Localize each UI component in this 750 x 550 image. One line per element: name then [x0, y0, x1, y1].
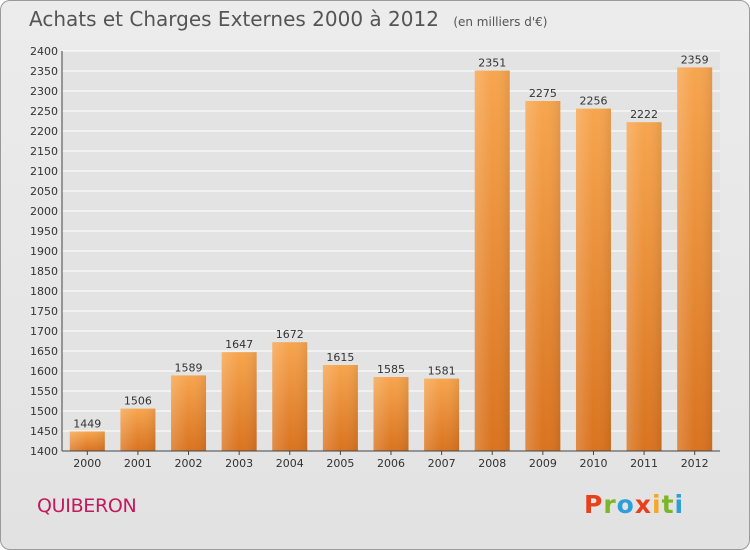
bar-shade-2012: [677, 67, 713, 452]
y-tick-label: 2350: [30, 65, 58, 78]
brand-letter: r: [603, 490, 617, 519]
value-label-2008: 2351: [478, 57, 506, 70]
bar-shade-2004: [272, 342, 308, 451]
y-tick-label: 1900: [30, 245, 58, 258]
x-tick-label-2009: 2009: [529, 457, 557, 470]
value-label-2007: 1581: [428, 365, 456, 378]
value-label-2010: 2256: [579, 95, 607, 108]
brand-letter: P: [584, 490, 604, 519]
x-tick-label-2012: 2012: [681, 457, 709, 470]
value-label-2000: 1449: [73, 417, 101, 430]
value-label-2003: 1647: [225, 338, 253, 351]
y-tick-label: 1400: [30, 445, 58, 458]
x-tick-label-2000: 2000: [73, 457, 101, 470]
y-tick-label: 2100: [30, 165, 58, 178]
chart-subtitle: (en milliers d'€): [453, 15, 548, 29]
y-tick-label: 2300: [30, 85, 58, 98]
y-tick-label: 2400: [30, 45, 58, 58]
y-tick-label: 2000: [30, 205, 58, 218]
value-label-2011: 2222: [630, 108, 658, 121]
value-label-2012: 2359: [681, 53, 709, 66]
x-tick-label-2001: 2001: [124, 457, 152, 470]
chart-title-text: Achats et Charges Externes 2000 à 2012: [29, 7, 439, 31]
bar-shade-2009: [525, 101, 561, 451]
city-name: QUIBERON: [37, 495, 137, 517]
brand-letter: i: [674, 490, 685, 519]
brand-logo: Proxiti: [584, 490, 684, 519]
bar-shade-2002: [171, 375, 207, 451]
bar-shade-2001: [120, 408, 156, 451]
y-tick-label: 1550: [30, 385, 58, 398]
y-tick-label: 2150: [30, 145, 58, 158]
bar-shade-2000: [69, 431, 105, 451]
x-tick-label-2002: 2002: [175, 457, 203, 470]
value-label-2009: 2275: [529, 87, 557, 100]
y-tick-label: 1950: [30, 225, 58, 238]
brand-letter: x: [634, 490, 652, 519]
y-tick-label: 1750: [30, 305, 58, 318]
x-tick-label-2006: 2006: [377, 457, 405, 470]
brand-letter: i: [652, 490, 662, 519]
x-tick-label-2010: 2010: [579, 457, 607, 470]
x-tick-label-2003: 2003: [225, 457, 253, 470]
chart-title: Achats et Charges Externes 2000 à 2012 (…: [29, 7, 547, 31]
x-tick-label-2004: 2004: [276, 457, 304, 470]
bar-shade-2005: [322, 365, 358, 451]
bar-shade-2008: [474, 70, 510, 451]
y-tick-label: 1450: [30, 425, 58, 438]
y-tick-label: 1650: [30, 345, 58, 358]
y-tick-label: 1700: [30, 325, 58, 338]
bar-shade-2006: [373, 377, 409, 451]
y-tick-label: 2200: [30, 125, 58, 138]
y-tick-label: 1500: [30, 405, 58, 418]
x-tick-label-2005: 2005: [326, 457, 354, 470]
value-label-2002: 1589: [175, 361, 203, 374]
y-tick-label: 1850: [30, 265, 58, 278]
x-tick-label-2011: 2011: [630, 457, 658, 470]
brand-letter: o: [616, 490, 635, 519]
x-tick-label-2007: 2007: [428, 457, 456, 470]
value-label-2005: 1615: [326, 351, 354, 364]
brand-letter: t: [661, 490, 675, 519]
y-tick-label: 2250: [30, 105, 58, 118]
bar-shade-2007: [424, 378, 460, 451]
y-tick-label: 1800: [30, 285, 58, 298]
y-tick-label: 2050: [30, 185, 58, 198]
y-tick-label: 1600: [30, 365, 58, 378]
x-tick-label-2008: 2008: [478, 457, 506, 470]
bar-shade-2010: [575, 108, 611, 451]
bar-shade-2003: [221, 352, 257, 451]
value-label-2004: 1672: [276, 328, 304, 341]
value-label-2001: 1506: [124, 395, 152, 408]
value-label-2006: 1585: [377, 363, 405, 376]
bar-shade-2011: [626, 122, 662, 451]
